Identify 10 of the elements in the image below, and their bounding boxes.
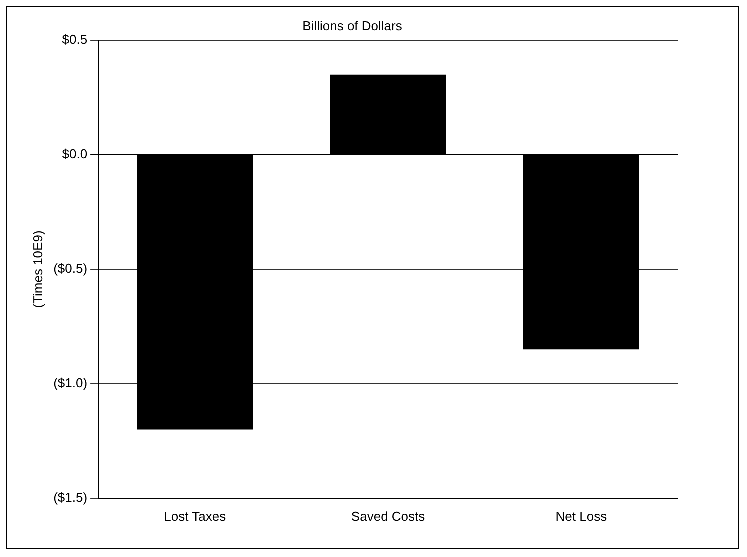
y-tick-label: $0.0 [62,146,88,162]
x-tick-label: Net Loss [556,508,608,524]
y-axis-title: (Times 10E9) [30,230,46,308]
x-tick-label: Lost Taxes [164,508,227,524]
chart-title: Billions of Dollars [302,18,403,34]
y-tick-label: ($1.0) [54,376,88,391]
y-tick-label: $0.5 [62,32,88,48]
y-tick-label: ($1.5) [54,490,88,505]
x-tick-label: Saved Costs [351,508,426,524]
y-tick-label: ($0.5) [54,261,88,276]
